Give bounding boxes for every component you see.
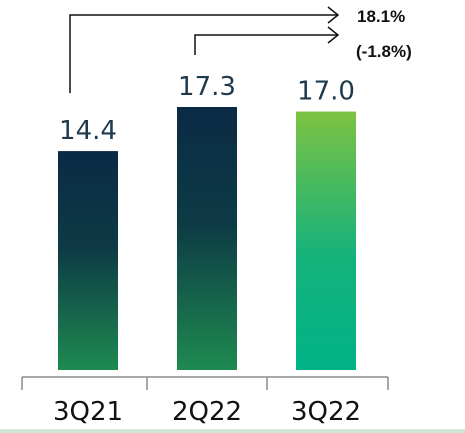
category-label-2Q22: 2Q22	[172, 397, 242, 427]
growth-arrow-yoy	[69, 14, 338, 94]
bar-2Q22	[177, 107, 237, 370]
growth-arrowhead-qoq	[327, 26, 340, 44]
growth-label-yoy: 18.1%	[357, 7, 405, 26]
bottom-border	[0, 429, 465, 433]
bar-3Q22	[296, 111, 356, 370]
growth-label-qoq: (-1.8%)	[356, 42, 412, 61]
category-label-3Q22: 3Q22	[291, 397, 361, 427]
category-label-3Q21: 3Q21	[53, 397, 123, 427]
growth-arrowhead-yoy	[327, 6, 340, 24]
bar-3Q21	[58, 151, 118, 370]
value-label-3Q22: 17.0	[297, 77, 355, 107]
value-label-3Q21: 14.4	[59, 116, 117, 146]
value-label-2Q22: 17.3	[178, 72, 236, 102]
growth-arrow-qoq	[194, 34, 338, 55]
